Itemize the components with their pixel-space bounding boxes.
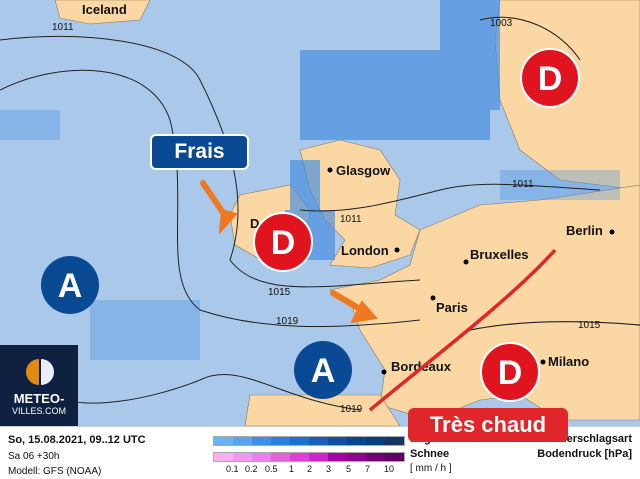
isobar-label: 1015 — [578, 320, 601, 331]
snow-scale — [213, 452, 405, 462]
isobar-label: 1015 — [268, 287, 291, 298]
arrow-head-icon — [350, 300, 378, 324]
isobar-label: 1011 — [52, 22, 74, 33]
scale-tick: 1 — [289, 464, 295, 474]
cool-label: Frais — [150, 134, 249, 170]
logo-text: VILLES.COM — [11, 406, 67, 416]
model-run: Sa 06 +30h — [8, 451, 60, 462]
city-label: Bruxelles — [470, 247, 529, 262]
cities: Iceland Glasgow D London Bruxelles Berli… — [82, 2, 615, 375]
city-label: Berlin — [566, 223, 603, 238]
scale-tick: 10 — [384, 464, 395, 474]
scale-tick: 0.1 — [226, 464, 239, 474]
logo: METEO- VILLES.COM — [0, 345, 78, 426]
city-label: Iceland — [82, 2, 127, 17]
high-pressure-label: A — [58, 267, 83, 305]
low-pressure-label: D — [498, 354, 523, 392]
low-pressure-label: D — [538, 60, 563, 98]
pressure-label: Bodendruck [hPa] — [537, 448, 632, 460]
city-label: Glasgow — [336, 163, 391, 178]
city-label: Milano — [548, 354, 589, 369]
arrow-head-icon — [218, 208, 238, 235]
heat-line — [368, 248, 557, 412]
precipitation — [0, 0, 620, 360]
weather-map: 1011 1003 1011 1011 1015 1019 1019 1015 … — [0, 0, 640, 426]
isobar-label: 1019 — [340, 404, 363, 415]
legend: So, 15.08.2021, 09..12 UTC Sa 06 +30h Mo… — [0, 426, 640, 479]
city-label: London — [341, 243, 389, 258]
unit-label: [ mm / h ] — [410, 463, 452, 474]
scale-tick: 3 — [326, 464, 332, 474]
model-name: Modell: GFS (NOAA) — [8, 466, 102, 477]
hot-label: Très chaud — [408, 408, 568, 442]
isobar-label: 1011 — [340, 214, 362, 225]
scale-tick: 0.2 — [245, 464, 258, 474]
scale-tick: 0.5 — [265, 464, 278, 474]
high-pressure-label: A — [311, 352, 336, 390]
city-label: Paris — [436, 300, 468, 315]
scale-tick: 5 — [346, 464, 352, 474]
pressure-centers: A A D D D — [41, 48, 580, 402]
sun-moon-icon — [26, 359, 54, 385]
city-label: D — [250, 216, 259, 231]
forecast-date: So, 15.08.2021, 09..12 UTC — [8, 434, 146, 446]
arrows — [200, 180, 378, 324]
low-pressure-label: D — [271, 224, 296, 262]
scale-tick: 7 — [365, 464, 371, 474]
isobar-label: 1011 — [512, 179, 534, 190]
snow-label: Schnee — [410, 448, 450, 460]
scale-tick: 2 — [307, 464, 313, 474]
logo-text: METEO- — [13, 391, 65, 406]
isobar-labels: 1011 1003 1011 1011 1015 1019 1019 1015 — [52, 18, 601, 415]
rain-scale — [213, 436, 405, 446]
isobar-label: 1019 — [276, 316, 299, 327]
isobar-label: 1003 — [490, 18, 513, 29]
